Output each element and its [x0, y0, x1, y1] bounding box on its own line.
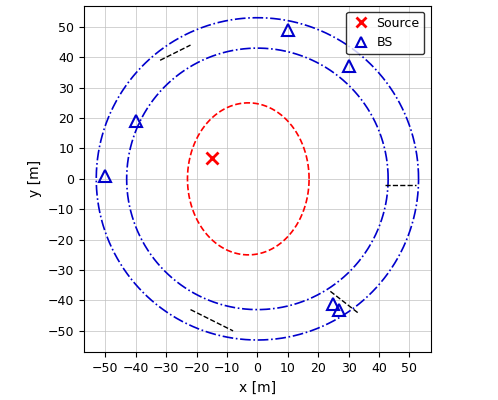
Y-axis label: y [m]: y [m]: [28, 160, 42, 198]
Legend: Source, BS: Source, BS: [346, 12, 424, 54]
X-axis label: x [m]: x [m]: [239, 380, 276, 394]
